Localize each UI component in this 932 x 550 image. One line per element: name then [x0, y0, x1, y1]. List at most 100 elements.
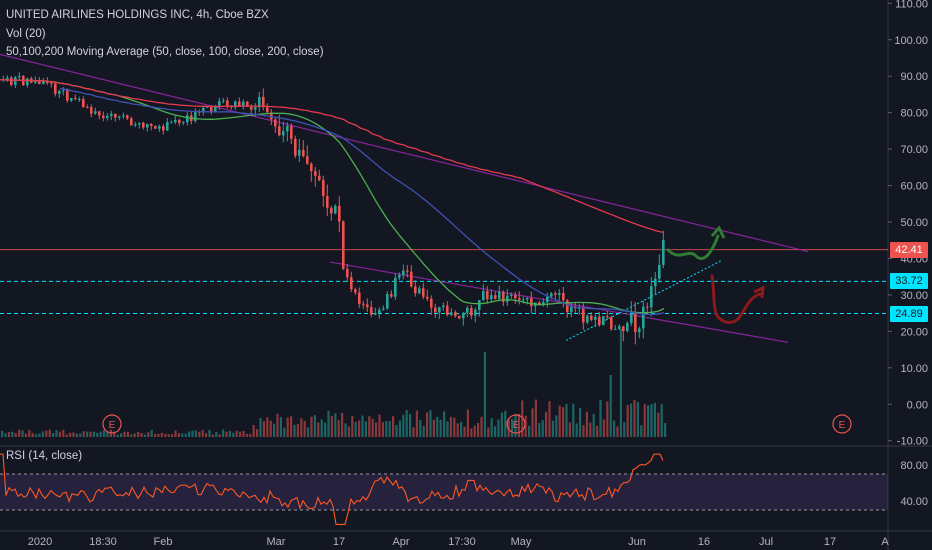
candle-body	[386, 294, 389, 309]
volume-bar	[65, 434, 68, 437]
candle-body	[326, 195, 329, 208]
volume-bar	[317, 422, 320, 437]
volume-bar	[211, 434, 214, 437]
candle-body	[446, 305, 449, 315]
candle-body	[10, 77, 13, 85]
volume-bar	[120, 433, 123, 437]
ma100-line	[59, 87, 665, 316]
last-price-tag: 42.41	[890, 241, 928, 258]
volume-bar	[290, 416, 293, 437]
volume-bar	[630, 403, 633, 437]
candle-body	[6, 77, 9, 80]
candle-body	[494, 295, 497, 299]
candle-body	[530, 298, 533, 307]
volume-bar	[150, 429, 153, 437]
volume-bar	[534, 399, 537, 437]
candle-body	[114, 113, 117, 118]
volume-bar	[432, 419, 435, 437]
volume-bar	[286, 417, 289, 437]
volume-bar	[99, 431, 102, 437]
volume-bar	[283, 427, 286, 437]
time-tick-label: Feb	[154, 536, 173, 548]
candle-body	[210, 106, 213, 113]
time-tick-label: A	[881, 536, 889, 548]
volume-bar	[242, 430, 245, 437]
time-tick-label: 2020	[28, 536, 52, 548]
volume-bar	[524, 415, 527, 437]
volume-bar	[602, 419, 605, 437]
volume-bar	[412, 427, 415, 437]
volume-bar	[24, 433, 27, 437]
candle-body	[482, 290, 485, 301]
volume-bar	[633, 400, 636, 437]
candle-body	[186, 115, 189, 123]
volume-bar	[344, 423, 347, 437]
candle-body	[634, 313, 637, 333]
price-tick-label: 60.00	[900, 181, 928, 193]
candle-body	[322, 180, 325, 196]
candle-body	[414, 286, 417, 294]
volume-bar	[79, 433, 82, 437]
volume-bar	[293, 424, 296, 437]
volume-bar	[201, 429, 204, 437]
volume-bar	[313, 415, 316, 437]
volume-bar	[470, 428, 473, 437]
volume-bar	[585, 411, 588, 437]
volume-bar	[565, 404, 568, 437]
volume-bar	[466, 409, 469, 437]
candle-body	[642, 306, 645, 329]
candle-body	[406, 270, 409, 272]
candle-body	[302, 149, 305, 157]
candle-body	[526, 298, 529, 300]
candle-body	[630, 313, 633, 324]
volume-bar	[402, 414, 405, 437]
candle-body	[498, 291, 501, 299]
volume-bar	[626, 404, 629, 437]
candle-body	[138, 122, 141, 125]
candle-body	[134, 124, 137, 126]
volume-bar	[174, 430, 177, 437]
candle-body	[154, 126, 157, 129]
volume-bar	[177, 433, 180, 437]
volume-bar	[650, 404, 653, 437]
candle-body	[182, 122, 185, 124]
candle-body	[58, 90, 61, 94]
time-tick-label: May	[511, 536, 532, 548]
candle-body	[474, 309, 477, 316]
candle-body	[318, 175, 321, 181]
candle-body	[78, 98, 81, 100]
volume-bar	[609, 375, 612, 437]
candle-body	[582, 307, 585, 323]
time-tick-label: 17	[824, 536, 836, 548]
volume-bar	[596, 425, 599, 437]
candle-body	[562, 293, 565, 301]
volume-bar	[490, 418, 493, 437]
volume-bar	[589, 422, 592, 437]
candle-body	[306, 156, 309, 164]
candle-body	[70, 98, 73, 101]
candle-body	[218, 101, 221, 107]
volume-bar	[45, 430, 48, 437]
volume-bar	[21, 430, 24, 437]
level-price-tag: 24.89	[890, 305, 928, 322]
volume-bar	[653, 402, 656, 437]
candle-body	[442, 305, 445, 308]
volume-bar	[341, 412, 344, 437]
volume-bar	[334, 413, 337, 437]
earnings-marker-icon	[506, 414, 526, 434]
candle-body	[286, 125, 289, 132]
volume-bar	[38, 433, 41, 437]
time-tick-label: Mar	[267, 536, 286, 548]
volume-bar	[303, 420, 306, 437]
volume-bar	[521, 400, 524, 437]
volume-bar	[541, 420, 544, 437]
volume-bar	[613, 420, 616, 437]
volume-bar	[477, 422, 480, 437]
candle-body	[130, 118, 133, 126]
candle-body	[14, 77, 17, 85]
candle-body	[602, 316, 605, 326]
volume-bar	[599, 399, 602, 437]
volume-bar	[415, 410, 418, 437]
volume-bar	[579, 407, 582, 437]
